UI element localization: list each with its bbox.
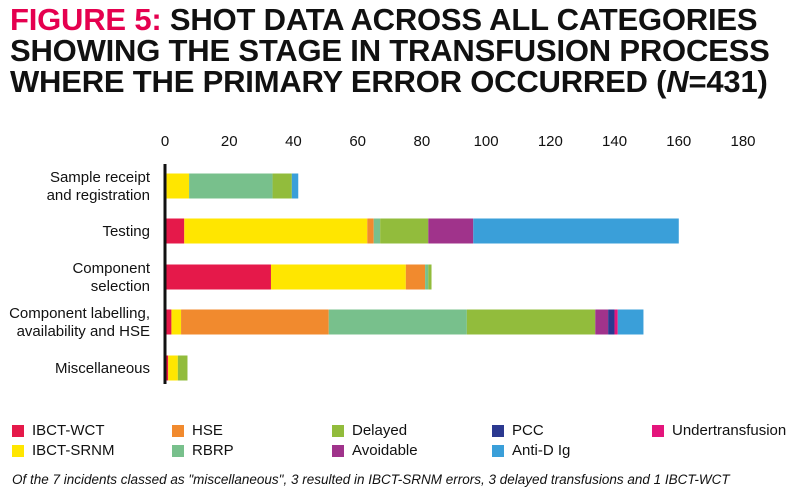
legend-swatch bbox=[172, 444, 184, 457]
bar-segment-delayed bbox=[380, 218, 429, 244]
figure-label: FIGURE 5: bbox=[10, 2, 162, 37]
legend-item: Undertransfusion bbox=[652, 422, 786, 439]
bar-segment-delayed bbox=[428, 264, 432, 290]
x-tick-label: 80 bbox=[414, 133, 431, 150]
bar-segment-ibct-srnm bbox=[184, 218, 368, 244]
legend-label: Anti-D Ig bbox=[512, 442, 571, 459]
legend-label: Avoidable bbox=[352, 442, 418, 459]
bar-segment-rbrp bbox=[189, 173, 273, 199]
category-label-line: availability and HSE bbox=[17, 323, 150, 340]
x-tick-label: 60 bbox=[349, 133, 366, 150]
legend-swatch bbox=[332, 444, 344, 457]
bar-segment-ibct-wct bbox=[165, 309, 172, 335]
legend-label: IBCT-SRNM bbox=[32, 442, 115, 459]
x-tick-label: 120 bbox=[538, 133, 563, 150]
figure-title-end: =431) bbox=[688, 64, 768, 99]
chart-legend: IBCT-WCT HSE Delayed PCC Undertransfusion IBC… bbox=[12, 422, 792, 462]
category-label-line: and registration bbox=[47, 187, 150, 204]
bar-segment-ibct-srnm bbox=[168, 355, 178, 381]
legend-item: IBCT-SRNM bbox=[12, 442, 115, 459]
legend-swatch bbox=[652, 424, 664, 437]
bar-segment-anti-d-ig bbox=[617, 309, 644, 335]
legend-swatch bbox=[12, 424, 24, 437]
bar-segment-rbrp bbox=[425, 264, 429, 290]
legend-item: PCC bbox=[492, 422, 544, 439]
legend-swatch bbox=[12, 444, 24, 457]
bar-segment-rbrp bbox=[328, 309, 467, 335]
legend-label: IBCT-WCT bbox=[32, 422, 105, 439]
legend-item: IBCT-WCT bbox=[12, 422, 105, 439]
bar-segment-hse bbox=[367, 218, 374, 244]
bar-segment-pcc bbox=[608, 309, 615, 335]
legend-swatch bbox=[492, 444, 504, 457]
category-label: Component selection bbox=[72, 260, 150, 295]
category-label: Component labelling, availability and HSE bbox=[9, 305, 150, 340]
bar-segment-ibct-wct bbox=[165, 264, 271, 290]
legend-swatch bbox=[172, 424, 184, 437]
stacked-bar-chart: 0 20 40 60 80 100 120 140 160 180 Sample receipt an… bbox=[9, 133, 756, 384]
legend-item: HSE bbox=[172, 422, 223, 439]
bar-segment-delayed bbox=[466, 309, 596, 335]
bar-segment-ibct-wct bbox=[165, 218, 185, 244]
legend-item: Anti-D Ig bbox=[492, 442, 570, 459]
category-label: Sample receipt and registration bbox=[47, 169, 151, 204]
x-tick-label: 140 bbox=[602, 133, 627, 150]
bar-segment-ibct-wct bbox=[165, 355, 169, 381]
category-label-line: Testing bbox=[102, 223, 150, 240]
category-label-line: Miscellaneous bbox=[55, 360, 150, 377]
category-label-line: Component bbox=[72, 260, 150, 277]
bar-segment-hse bbox=[181, 309, 329, 335]
chart-footnote: Of the 7 incidents classed as "miscellan… bbox=[12, 472, 730, 487]
category-label-line: selection bbox=[91, 278, 150, 295]
legend-swatch bbox=[492, 424, 504, 437]
legend-label: PCC bbox=[512, 422, 544, 439]
figure-title-n: N bbox=[666, 64, 689, 99]
bar-segment-avoidable bbox=[428, 218, 474, 244]
bar-segment-delayed bbox=[177, 355, 188, 381]
x-tick-label: 0 bbox=[161, 133, 169, 150]
bar-segment-rbrp bbox=[373, 218, 381, 244]
bar-segment-ibct-srnm bbox=[270, 264, 406, 290]
legend-swatch bbox=[332, 424, 344, 437]
bar-segment-hse bbox=[405, 264, 426, 290]
category-label: Miscellaneous bbox=[55, 360, 150, 377]
legend-label: HSE bbox=[192, 422, 223, 439]
legend-item: RBRP bbox=[172, 442, 234, 459]
x-tick-label: 100 bbox=[474, 133, 499, 150]
category-label-line: Component labelling, bbox=[9, 305, 150, 322]
bar-segment-delayed bbox=[272, 173, 292, 199]
bar-segment-anti-d-ig bbox=[473, 218, 679, 244]
bar-segment-ibct-srnm bbox=[171, 309, 182, 335]
bar-segment-undertransfusion bbox=[614, 309, 618, 335]
legend-label: Undertransfusion bbox=[672, 422, 787, 439]
legend-item: Avoidable bbox=[332, 442, 418, 459]
x-tick-label: 40 bbox=[285, 133, 302, 150]
x-tick-label: 160 bbox=[666, 133, 691, 150]
figure-title: FIGURE 5: SHOT DATA ACROSS ALL CATEGORIE… bbox=[10, 4, 790, 97]
legend-item: Delayed bbox=[332, 422, 407, 439]
legend-label: Delayed bbox=[352, 422, 408, 439]
x-tick-label: 180 bbox=[730, 133, 755, 150]
x-tick-label: 20 bbox=[221, 133, 238, 150]
category-label: Testing bbox=[102, 223, 150, 240]
category-label-line: Sample receipt bbox=[50, 169, 151, 186]
bar-segment-ibct-srnm bbox=[166, 173, 190, 199]
bar-segment-avoidable bbox=[595, 309, 609, 335]
figure-title-text: SHOT DATA ACROSS ALL CATEGORIES SHOWING … bbox=[10, 2, 770, 99]
legend-label: RBRP bbox=[192, 442, 234, 459]
bar-segment-anti-d-ig bbox=[291, 173, 299, 199]
